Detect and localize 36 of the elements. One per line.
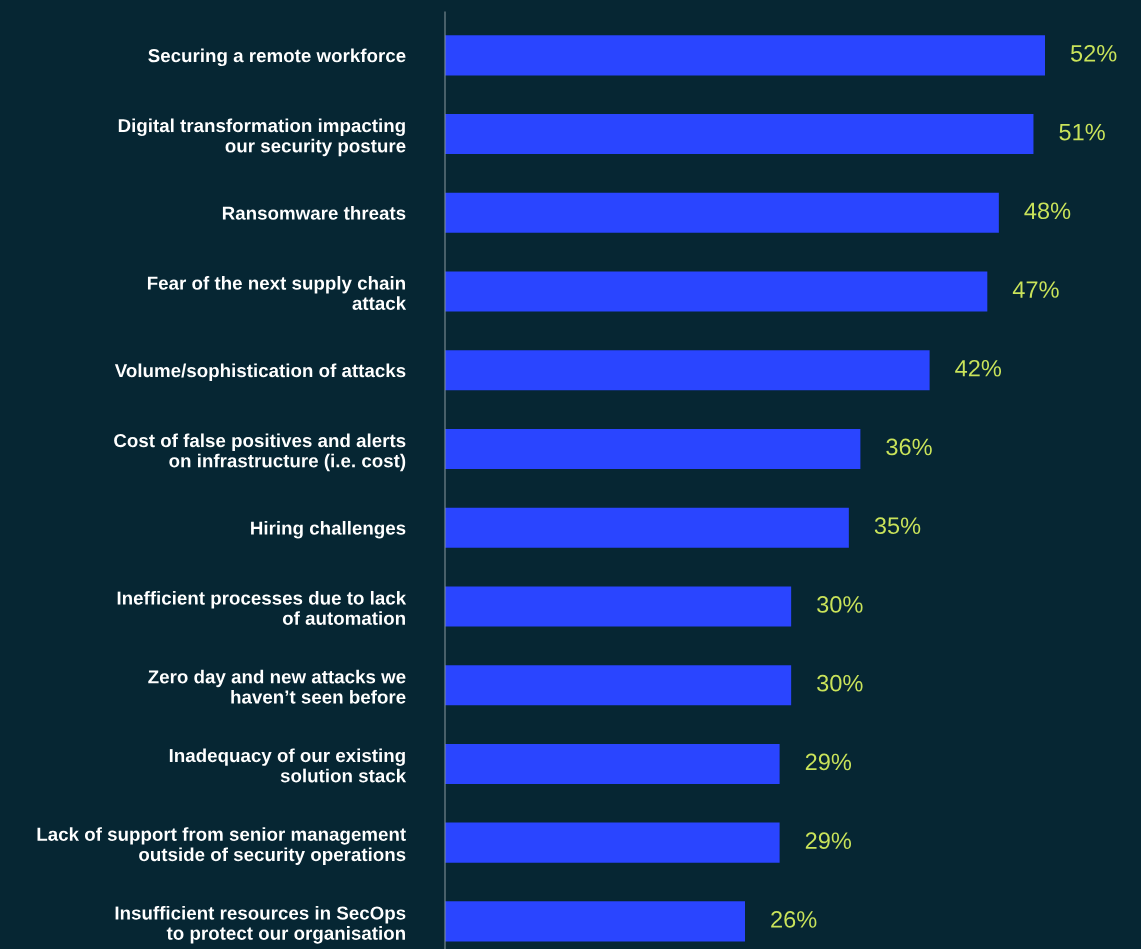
y-tick-label: Inefficient processes due to lack of automation [117, 590, 407, 625]
bar [445, 35, 1045, 76]
y-tick-label: Volume/sophistication of attacks [114, 363, 406, 381]
bar [445, 507, 849, 548]
bar [445, 822, 780, 863]
bar [445, 665, 792, 706]
y-tick-label: Digital transformation impacting our security posture [118, 118, 406, 157]
y-tick-label: Cost of false positives and alerts on infrastructure (i.e. cost) [114, 433, 406, 472]
bar [445, 428, 861, 470]
data-label: 47% [1012, 281, 1059, 298]
y-tick-label: Ransomware threats [222, 205, 406, 220]
y-tick-label: Zero day and new attacks we haven’t seen before [148, 669, 406, 704]
y-tick-label: Hiring challenges [251, 520, 406, 539]
data-label: 42% [955, 359, 1002, 377]
bar [445, 586, 792, 627]
bar [445, 192, 999, 233]
data-label: 30% [817, 596, 863, 613]
data-label: 48% [1024, 202, 1071, 220]
y-tick-label: Fear of the next supply chain attack [147, 275, 407, 310]
data-label: 52% [1070, 44, 1117, 62]
data-label: 26% [771, 911, 817, 928]
data-label: 35% [874, 517, 921, 535]
y-tick-label: Securing a remote workforce [148, 48, 406, 67]
data-label: 51% [1059, 123, 1105, 141]
data-label: 29% [805, 753, 852, 771]
bar [445, 113, 1034, 155]
bar [445, 350, 930, 391]
bar [445, 271, 988, 312]
y-tick-label: Insufficient resources in SecOps to protect our organisation [115, 905, 406, 944]
y-tick-label: Inadequacy of our existing solution stack [169, 748, 407, 783]
data-label: 29% [805, 832, 852, 850]
y-tick-label: Lack of support from senior management outside of security operations [37, 827, 406, 865]
bar [445, 743, 780, 785]
data-label: 30% [817, 674, 863, 692]
bar [445, 901, 745, 942]
data-label: 36% [886, 438, 932, 456]
